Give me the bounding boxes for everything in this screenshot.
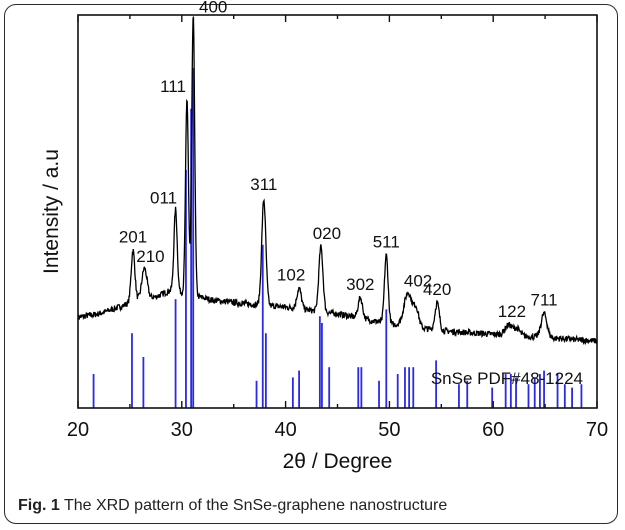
figure-frame xyxy=(4,4,618,524)
x-tick-label: 50 xyxy=(378,419,400,441)
xrd-pattern-line xyxy=(77,16,598,346)
x-tick-label: 30 xyxy=(171,419,193,441)
peak-label: 311 xyxy=(250,175,277,194)
reference-label: SnSe PDF#48-1224 xyxy=(431,369,583,388)
y-axis-label: Intensity / a.u xyxy=(40,149,63,274)
peak-label: 711 xyxy=(531,291,558,310)
x-tick-label: 60 xyxy=(482,419,504,441)
x-axis-label: 2θ / Degree xyxy=(283,450,393,473)
x-tick-label: 20 xyxy=(67,419,89,441)
figure-caption: Fig. 1 The XRD pattern of the SnSe-graph… xyxy=(18,497,447,515)
plot-area-border xyxy=(77,14,598,409)
x-tick-label: 70 xyxy=(586,419,608,441)
pattern-layer xyxy=(77,16,598,346)
peak-label: 111 xyxy=(160,77,186,96)
peak-label: 402 xyxy=(404,271,432,290)
peak-label: 102 xyxy=(277,265,305,284)
peak-label: 201 xyxy=(119,227,147,246)
peak-label: 400 xyxy=(199,0,227,17)
peak-label: 122 xyxy=(498,302,526,321)
caption-label: Fig. 1 xyxy=(18,497,60,514)
caption-text: The XRD pattern of the SnSe-graphene nan… xyxy=(63,497,448,514)
peak-label: 302 xyxy=(346,275,374,294)
x-axis-ticks: 20 30 40 50 60 70 xyxy=(67,15,608,441)
peak-label: 210 xyxy=(136,247,164,266)
peak-label: 020 xyxy=(313,224,341,243)
peak-label: 011 xyxy=(150,188,177,207)
peak-label: 420 xyxy=(423,280,451,299)
peak-label: 511 xyxy=(373,232,400,251)
x-tick-label: 40 xyxy=(274,419,296,441)
